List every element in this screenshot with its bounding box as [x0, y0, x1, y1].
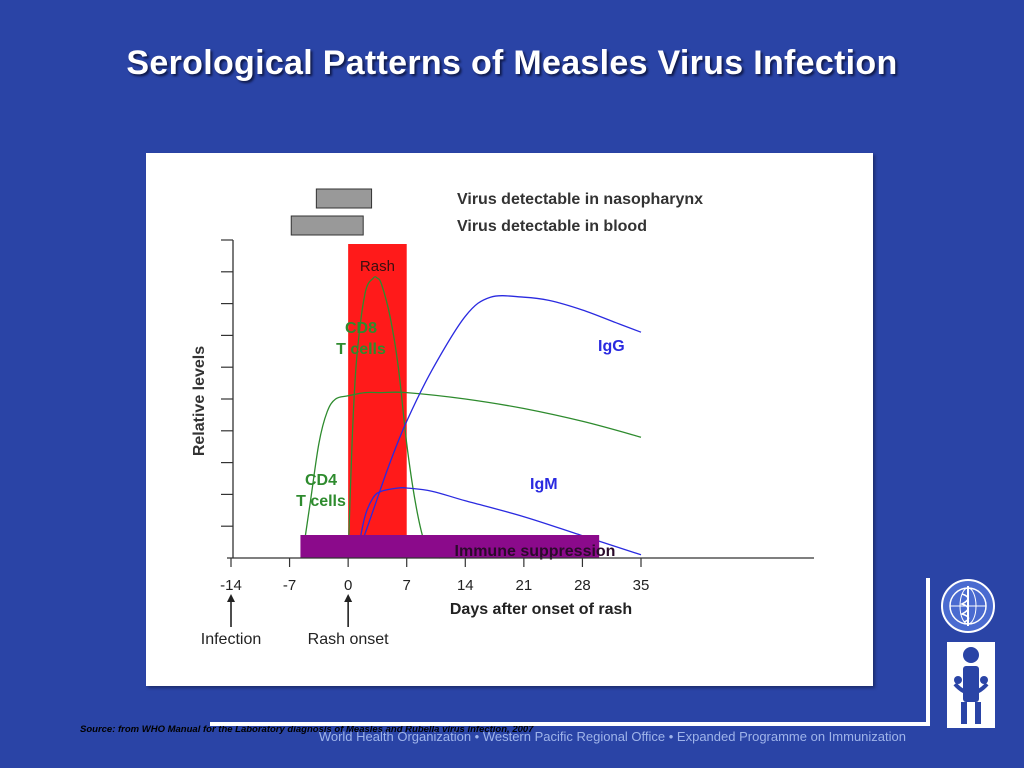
x-tick-label-7: 7: [403, 577, 411, 594]
event-label-rash-onset: Rash onset: [308, 631, 389, 648]
who-emblem-icon: [941, 579, 995, 633]
x-tick-label-35: 35: [633, 577, 650, 594]
series-cd4-t-cells: [301, 391, 642, 559]
event-arrowhead-infection: [227, 594, 235, 602]
x-tick-label--14: -14: [220, 577, 242, 594]
series-label-cd8-t-cells-1: T cells: [336, 341, 386, 358]
series-label-igm-0: IgM: [530, 476, 558, 493]
frame-divider-vertical: [926, 578, 930, 726]
footer-text: World Health Organization • Western Paci…: [318, 729, 906, 744]
x-axis-label: Days after onset of rash: [450, 601, 632, 618]
series-label-cd8-t-cells-0: CD8: [345, 320, 377, 337]
x-tick-label-28: 28: [574, 577, 591, 594]
rash-label: Rash: [360, 258, 395, 275]
x-tick-label-14: 14: [457, 577, 474, 594]
series-cd8-t-cells: [347, 276, 441, 559]
series-igm: [355, 486, 642, 559]
measles-serology-chart: Rash Virus detectable in nasopharynx Virus…: [191, 188, 814, 648]
immune-suppression-bar: [300, 535, 600, 558]
series-label-cd4-t-cells-0: CD4: [305, 472, 337, 489]
slide-title: Serological Patterns of Measles Virus In…: [126, 44, 898, 82]
epi-logo-icon: [947, 642, 995, 728]
band-virus-detectable-in-nasopharynx: [315, 188, 373, 209]
frame-divider-horizontal: [210, 722, 930, 726]
x-tick-label-0: 0: [344, 577, 352, 594]
series-igg: [355, 295, 642, 559]
event-label-infection: Infection: [201, 631, 261, 648]
y-axis-label: Relative levels: [191, 346, 208, 456]
series-label-igg-0: IgG: [598, 338, 625, 355]
rash-region: [348, 244, 407, 535]
x-tick-label-21: 21: [516, 577, 533, 594]
series-label-cd4-t-cells-1: T cells: [296, 493, 346, 510]
band-label-virus-detectable-in-blood: Virus detectable in blood: [457, 218, 647, 235]
band-label-virus-detectable-in-nasopharynx: Virus detectable in nasopharynx: [457, 191, 703, 208]
x-tick-label--7: -7: [283, 577, 296, 594]
chart-panel: Rash Virus detectable in nasopharynx Virus…: [146, 153, 873, 686]
immune-suppression-label: Immune suppression: [455, 543, 616, 560]
source-note: Source: from WHO Manual for the Laborato…: [80, 724, 534, 735]
band-virus-detectable-in-blood: [290, 215, 364, 236]
event-arrowhead-rash-onset: [344, 594, 353, 602]
